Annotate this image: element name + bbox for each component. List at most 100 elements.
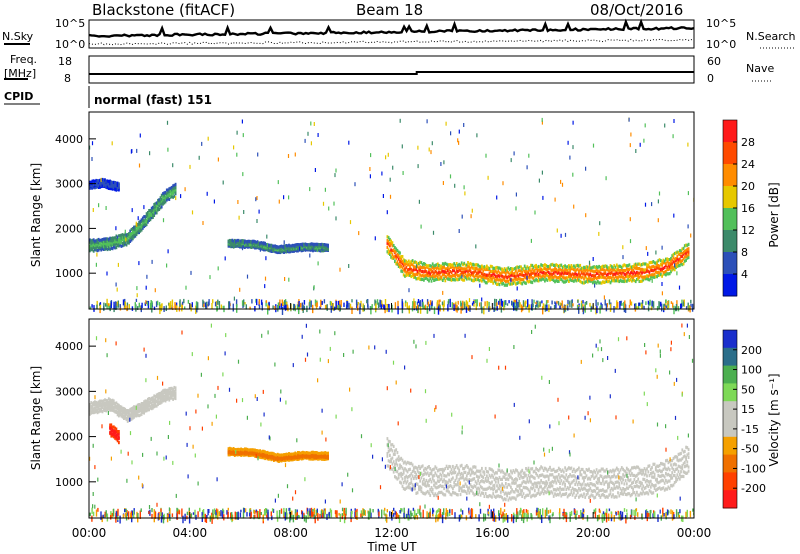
range-gate-cell bbox=[260, 241, 263, 245]
range-gate-cell bbox=[628, 263, 631, 267]
range-gate-cell bbox=[337, 300, 340, 309]
range-gate-cell bbox=[254, 454, 256, 458]
range-gate-cell bbox=[503, 497, 506, 501]
range-gate-cell bbox=[135, 409, 138, 413]
range-gate-cell bbox=[472, 485, 474, 490]
range-gate-cell bbox=[686, 464, 689, 468]
range-gate-cell bbox=[656, 271, 658, 275]
range-gate-cell bbox=[518, 299, 520, 308]
range-gate-cell bbox=[217, 299, 219, 305]
range-gate-cell bbox=[401, 262, 404, 266]
range-gate-cell bbox=[510, 469, 512, 473]
range-gate-cell bbox=[641, 275, 643, 279]
range-gate-cell bbox=[671, 254, 674, 258]
range-gate-cell bbox=[578, 271, 580, 275]
range-gate-cell bbox=[162, 192, 164, 196]
range-gate-cell bbox=[554, 492, 556, 496]
range-gate-cell bbox=[445, 464, 448, 468]
range-gate-cell bbox=[555, 278, 558, 283]
range-gate-cell bbox=[438, 277, 440, 281]
range-gate-cell bbox=[612, 493, 614, 497]
range-gate-cell bbox=[493, 494, 496, 498]
range-gate-cell bbox=[501, 496, 503, 500]
range-gate-cell bbox=[394, 463, 396, 467]
range-gate-cell bbox=[143, 403, 145, 407]
range-gate-cell bbox=[172, 387, 174, 391]
range-gate-cell bbox=[636, 484, 638, 488]
range-gate-cell bbox=[421, 266, 424, 270]
range-gate-cell bbox=[600, 302, 602, 306]
range-gate-cell bbox=[512, 479, 515, 483]
range-gate-cell bbox=[517, 484, 520, 488]
range-gate-cell bbox=[153, 206, 156, 210]
range-gate-cell bbox=[687, 250, 690, 254]
range-gate-cell bbox=[256, 196, 258, 200]
range-gate-cell bbox=[566, 269, 569, 273]
range-gate-cell bbox=[335, 216, 337, 221]
range-gate-cell bbox=[168, 396, 171, 400]
range-gate-cell bbox=[455, 269, 458, 273]
range-gate-cell bbox=[89, 409, 91, 413]
range-gate-cell bbox=[540, 270, 542, 274]
range-gate-cell bbox=[525, 473, 527, 477]
range-gate-cell bbox=[644, 480, 647, 484]
range-gate-cell bbox=[254, 448, 256, 452]
range-gate-cell bbox=[404, 301, 407, 307]
date-title: 08/Oct/2016 bbox=[590, 1, 683, 19]
range-gate-cell bbox=[404, 487, 406, 491]
range-gate-cell bbox=[637, 493, 640, 497]
range-gate-cell bbox=[96, 185, 99, 189]
range-gate-cell bbox=[579, 473, 582, 477]
range-gate-cell bbox=[542, 487, 545, 491]
range-gate-cell bbox=[513, 267, 516, 271]
range-gate-cell bbox=[636, 480, 638, 484]
range-gate-cell bbox=[406, 273, 409, 277]
range-gate-cell bbox=[261, 245, 264, 249]
range-gate-cell bbox=[244, 243, 246, 247]
range-gate-cell bbox=[604, 495, 607, 499]
range-gate-cell bbox=[657, 464, 660, 468]
range-gate-cell bbox=[483, 265, 486, 269]
range-gate-cell bbox=[624, 492, 627, 496]
range-gate-cell bbox=[251, 239, 254, 243]
range-gate-cell bbox=[544, 275, 546, 279]
range-gate-cell bbox=[244, 302, 246, 305]
range-gate-cell bbox=[602, 493, 604, 497]
range-gate-cell bbox=[101, 247, 104, 251]
range-gate-cell bbox=[431, 273, 434, 277]
range-gate-cell bbox=[420, 476, 423, 480]
range-gate-cell bbox=[661, 473, 663, 477]
range-gate-cell bbox=[406, 475, 409, 480]
range-gate-cell bbox=[303, 300, 306, 305]
range-gate-cell bbox=[653, 484, 656, 488]
range-gate-cell bbox=[449, 278, 452, 282]
range-gate-cell bbox=[329, 300, 331, 305]
range-gate-cell bbox=[92, 249, 95, 253]
range-gate-cell bbox=[475, 469, 478, 473]
range-gate-cell bbox=[308, 455, 311, 459]
range-gate-cell bbox=[138, 225, 140, 229]
range-gate-cell bbox=[114, 186, 116, 190]
range-gate-cell bbox=[623, 487, 626, 492]
range-gate-cell bbox=[508, 274, 511, 278]
range-gate-cell bbox=[598, 469, 600, 473]
range-gate-cell bbox=[124, 242, 127, 246]
range-gate-cell bbox=[387, 464, 390, 468]
range-gate-cell bbox=[588, 495, 590, 499]
range-gate-cell bbox=[410, 487, 413, 491]
range-gate-cell bbox=[569, 467, 571, 471]
range-gate-cell bbox=[158, 198, 161, 202]
range-gate-cell bbox=[246, 243, 249, 248]
range-gate-cell bbox=[536, 267, 539, 271]
range-gate-cell bbox=[297, 246, 299, 250]
range-gate-cell bbox=[556, 492, 559, 496]
range-gate-cell bbox=[282, 301, 284, 306]
range-gate-cell bbox=[89, 403, 91, 407]
range-gate-cell bbox=[174, 391, 177, 395]
range-gate-cell bbox=[675, 467, 677, 471]
range-gate-cell bbox=[594, 280, 597, 284]
range-gate-cell bbox=[507, 271, 510, 275]
range-gate-cell bbox=[407, 461, 410, 465]
range-gate-cell bbox=[603, 494, 606, 498]
range-gate-cell bbox=[424, 276, 427, 280]
